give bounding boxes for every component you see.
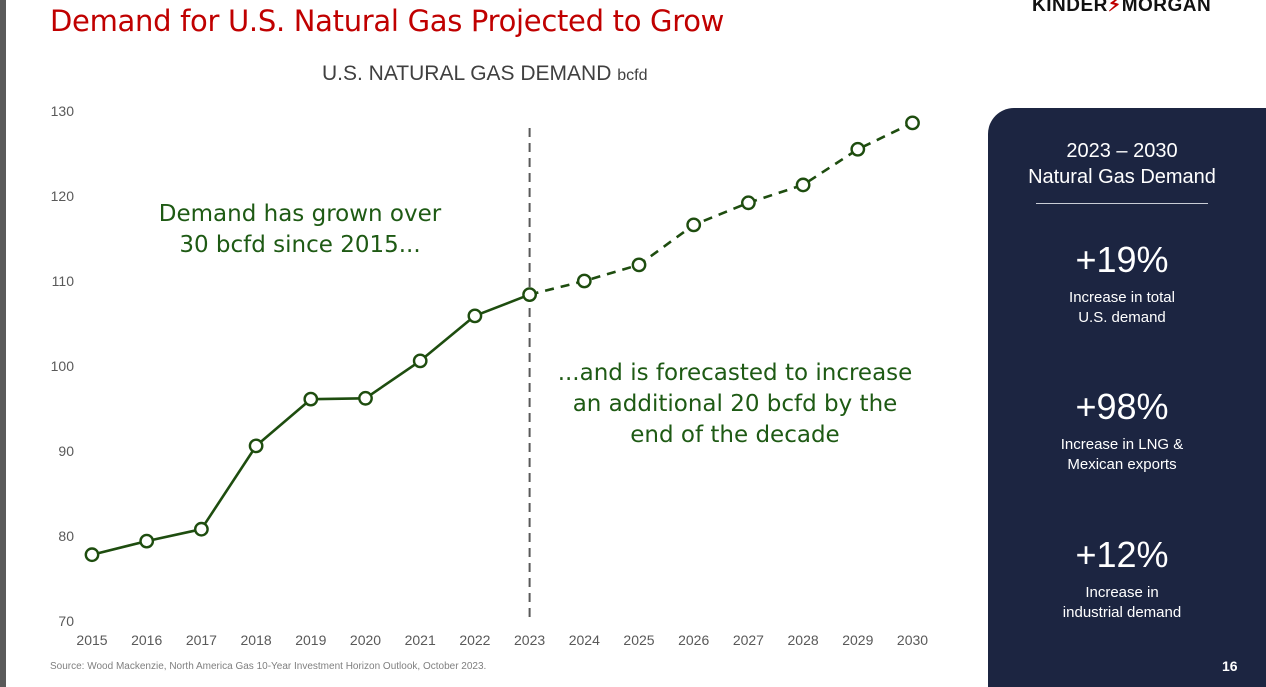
data-points — [84, 115, 920, 563]
data-point — [522, 287, 537, 302]
data-point — [576, 273, 592, 289]
y-tick-label: 110 — [52, 273, 75, 289]
historical-series-line — [91, 293, 531, 556]
x-tick-label: 2015 — [76, 632, 107, 648]
annotation-forecast-line: an additional 20 bcfd by the — [572, 391, 898, 417]
x-tick-label: 2028 — [788, 632, 819, 648]
stat-description: Increase in LNG & Mexican exports — [988, 435, 1256, 475]
stat-description-line: Increase in — [1085, 584, 1159, 601]
stat-description: Increase in industrial demand — [988, 583, 1256, 623]
data-point — [631, 257, 647, 273]
stat-description-line: industrial demand — [1062, 604, 1182, 621]
data-point — [905, 115, 920, 131]
summary-panel: 2023 – 2030 Natural Gas Demand +19% Incr… — [988, 108, 1266, 687]
logo-text-left: KINDER — [1032, 0, 1108, 16]
x-tick-label: 2030 — [897, 632, 928, 648]
data-point — [139, 533, 155, 549]
annotation-forecast-line: ...and is forecasted to increase — [557, 360, 913, 386]
data-point — [467, 308, 483, 324]
data-point — [193, 521, 209, 537]
y-tick-label: 130 — [51, 103, 75, 119]
forecast-series-line — [529, 121, 914, 296]
chart-title: U.S. NATURAL GAS DEMAND bcfd — [322, 62, 647, 86]
panel-divider — [1036, 203, 1208, 204]
kinder-morgan-logo: KINDER⚡︎MORGAN — [1032, 0, 1211, 17]
annotation-historical-line: 30 bcfd since 2015... — [179, 232, 421, 258]
page-number: 16 — [1222, 658, 1238, 674]
x-tick-label: 2024 — [569, 632, 600, 648]
data-point — [686, 217, 702, 233]
x-tick-label: 2018 — [241, 632, 272, 648]
stat-lng-exports: +98% Increase in LNG & Mexican exports — [988, 387, 1256, 475]
x-tick-label: 2020 — [350, 632, 381, 648]
panel-title-line: 2023 – 2030 — [1066, 140, 1178, 162]
data-point — [84, 547, 100, 563]
stat-value: +98% — [1075, 386, 1169, 427]
annotation-historical: Demand has grown over 30 bcfd since 2015… — [140, 199, 460, 261]
stat-total-demand: +19% Increase in total U.S. demand — [988, 240, 1256, 328]
panel-title-line: Natural Gas Demand — [1028, 166, 1216, 188]
x-tick-label: 2026 — [678, 632, 709, 648]
stat-description-line: U.S. demand — [1078, 309, 1166, 326]
data-point — [358, 390, 373, 406]
x-tick-label: 2021 — [405, 632, 436, 648]
chart-title-text: U.S. NATURAL GAS DEMAND — [322, 62, 612, 85]
y-tick-label: 100 — [51, 358, 75, 374]
source-note: Source: Wood Mackenzie, North America Ga… — [50, 661, 487, 672]
data-point — [303, 391, 319, 407]
stat-value: +12% — [1075, 534, 1169, 575]
logo-text-right: MORGAN — [1121, 0, 1212, 16]
x-tick-label: 2029 — [842, 632, 873, 648]
x-tick-label: 2023 — [514, 632, 545, 648]
y-tick-label: 70 — [58, 613, 74, 629]
stat-description-line: Mexican exports — [1067, 456, 1177, 473]
stat-description-line: Increase in total — [1069, 289, 1175, 306]
data-point — [741, 195, 756, 211]
y-tick-label: 90 — [58, 443, 74, 459]
panel-title: 2023 – 2030 Natural Gas Demand — [988, 138, 1256, 190]
x-tick-label: 2022 — [459, 632, 490, 648]
chart-unit: bcfd — [617, 67, 648, 84]
stat-description: Increase in total U.S. demand — [988, 288, 1256, 328]
y-tick-label: 120 — [51, 188, 75, 204]
data-point — [412, 353, 428, 369]
x-tick-label: 2019 — [295, 632, 326, 648]
x-axis-ticks: 2015 2016 2017 2018 2019 2020 2021 2022 2023 2024… — [76, 632, 928, 648]
stat-industrial-demand: +12% Increase in industrial demand — [988, 535, 1256, 623]
x-tick-label: 2027 — [733, 632, 764, 648]
annotation-forecast-line: end of the decade — [630, 422, 840, 448]
y-axis-ticks: 70 80 90 100 110 120 130 — [51, 103, 75, 629]
x-tick-label: 2016 — [131, 632, 162, 648]
annotation-historical-line: Demand has grown over — [158, 201, 442, 227]
stat-description-line: Increase in LNG & — [1060, 436, 1184, 453]
slide-title: Demand for U.S. Natural Gas Projected to… — [50, 4, 725, 38]
series-lines — [91, 121, 914, 556]
left-edge-bar — [0, 0, 6, 687]
lightning-bolt-icon: ⚡︎ — [1107, 0, 1122, 16]
annotation-forecast: ...and is forecasted to increase an addi… — [545, 358, 925, 451]
data-point — [248, 438, 264, 454]
x-tick-label: 2025 — [623, 632, 654, 648]
data-point — [795, 177, 811, 193]
y-tick-label: 80 — [58, 528, 74, 544]
stat-value: +19% — [1075, 239, 1169, 280]
x-tick-label: 2017 — [186, 632, 217, 648]
data-point — [850, 141, 866, 157]
